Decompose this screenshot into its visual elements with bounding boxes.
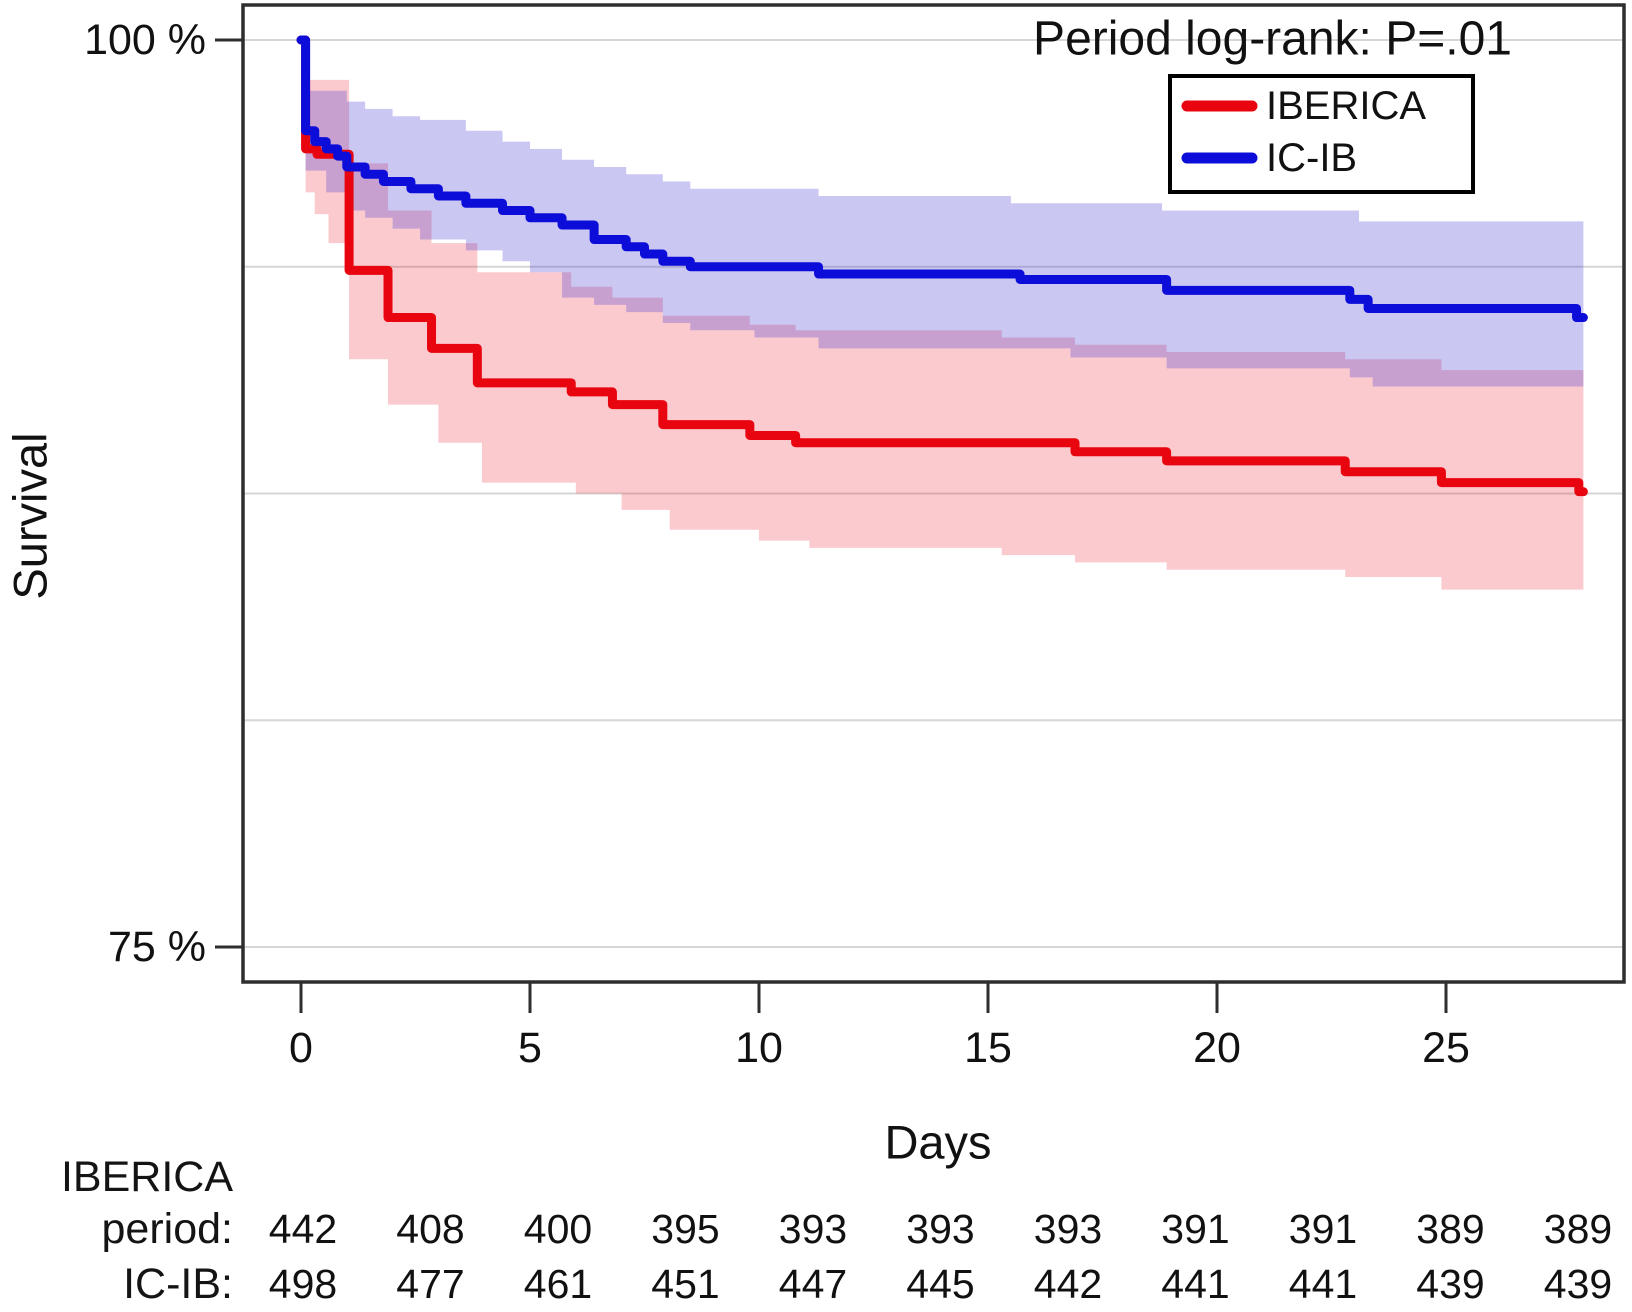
risk-table-group-label: IBERICA [61,1153,233,1201]
risk-value: 445 [906,1261,974,1307]
risk-table-row-label-ic-ib: IC-IB: [123,1260,233,1308]
risk-value: 447 [779,1261,847,1307]
risk-value: 439 [1544,1261,1612,1307]
risk-value: 498 [269,1261,337,1307]
x-tick-label: 5 [518,1024,542,1072]
risk-table-row-label-period: period: [102,1205,233,1253]
risk-value: 451 [651,1261,719,1307]
risk-table-labels: IBERICA period: IC-IB: [61,1153,233,1308]
y-tick-label: 75 % [108,923,206,971]
survival-curves [296,35,1588,497]
risk-value: 389 [1544,1206,1612,1252]
risk-value: 408 [396,1206,464,1252]
confidence-band-ic-ib [301,40,1584,387]
x-tick-label: 20 [1193,1024,1241,1072]
risk-table-values: 442 408 400 395 393 393 393 391 391 389 389 498 477 4… [269,1206,1612,1307]
risk-value: 477 [396,1261,464,1307]
legend-box [1168,74,1475,194]
legend-label-ic-ib: IC-IB [1266,136,1357,180]
legend-label-iberica: IBERICA [1266,84,1426,128]
risk-value: 439 [1416,1261,1484,1307]
x-tick-label: 25 [1422,1024,1470,1072]
gridlines [244,39,1623,948]
chart-layers: 100 % 75 % 0 5 10 15 20 25 442 408 400 395 393 393 393… [84,3,1626,1307]
risk-value: 393 [906,1206,974,1252]
risk-value: 461 [524,1261,592,1307]
axes: 100 % 75 % 0 5 10 15 20 25 [84,3,1626,1072]
risk-value: 441 [1289,1261,1357,1307]
x-tick-label: 0 [289,1024,313,1072]
risk-value: 400 [524,1206,592,1252]
confidence-bands [301,40,1584,590]
x-tick-label: 10 [735,1024,783,1072]
risk-value: 393 [1034,1206,1102,1252]
log-rank-annotation: Period log-rank: P=.01 [1033,13,1512,66]
confidence-band-iberica [301,40,1584,590]
legend: IBERICA IC-IB [1168,74,1475,194]
risk-value: 389 [1416,1206,1484,1252]
survival-curve-ic-ib [296,35,1588,323]
plot-border [241,3,1626,984]
y-axis-title: Survival [4,432,57,599]
risk-value: 393 [779,1206,847,1252]
risk-value: 442 [269,1206,337,1252]
risk-value: 391 [1289,1206,1357,1252]
x-tick-label: 15 [964,1024,1012,1072]
risk-value: 395 [651,1206,719,1252]
risk-value: 441 [1161,1261,1229,1307]
survival-curve-iberica [296,35,1588,497]
y-tick-label: 100 % [84,16,206,64]
risk-value: 442 [1034,1261,1102,1307]
risk-value: 391 [1161,1206,1229,1252]
x-axis-title: Days [884,1116,991,1169]
